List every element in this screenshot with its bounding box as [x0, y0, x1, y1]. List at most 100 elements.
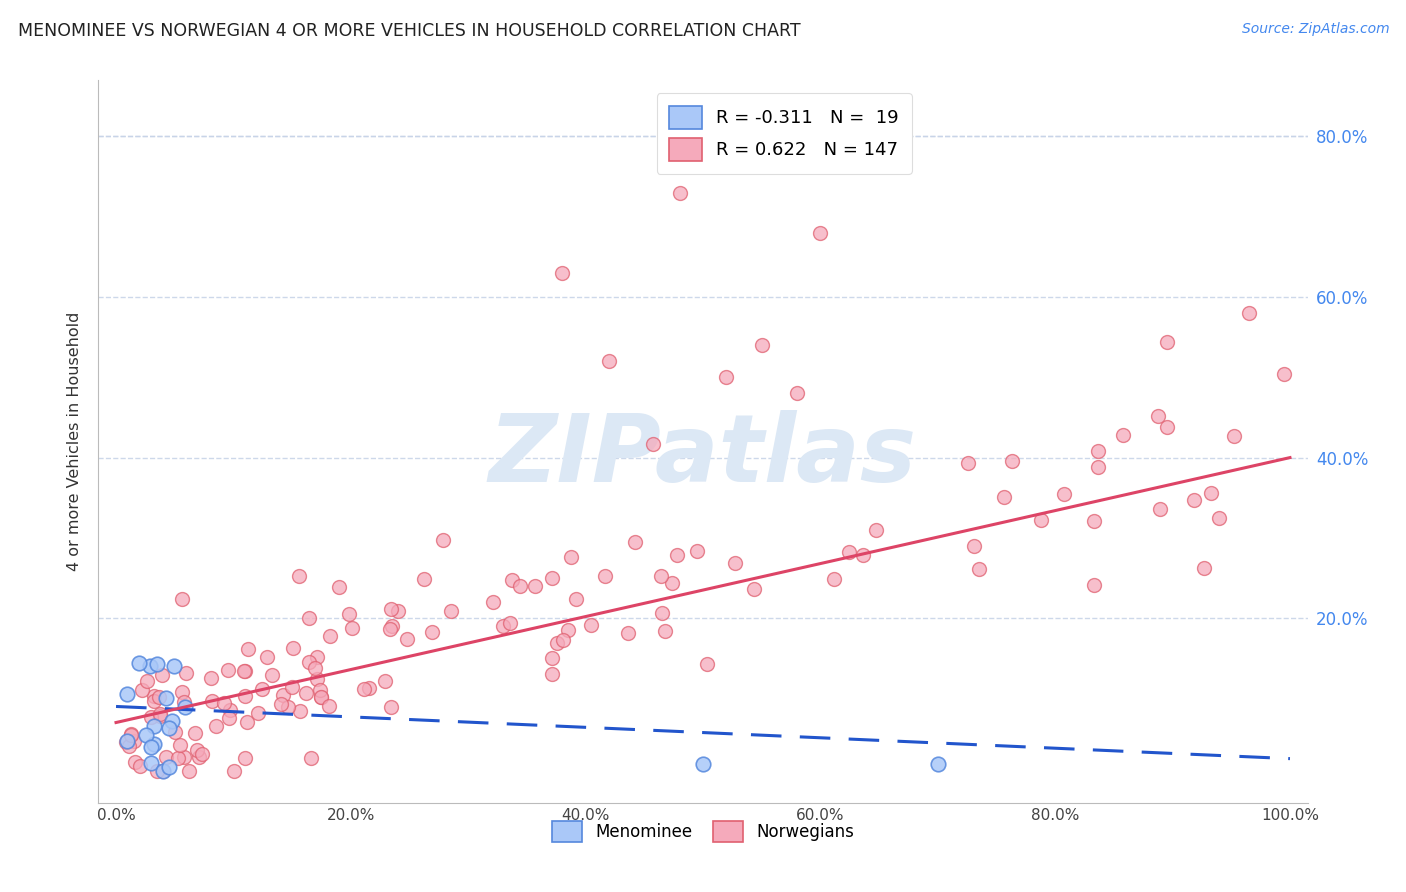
Point	[541, 667, 564, 681]
Point	[482, 595, 505, 609]
Point	[1208, 511, 1230, 525]
Point	[152, 764, 174, 778]
Point	[1087, 444, 1109, 458]
Point	[149, 707, 172, 722]
Point	[131, 682, 153, 697]
Point	[1192, 561, 1215, 575]
Point	[304, 661, 326, 675]
Point	[509, 579, 531, 593]
Point	[235, 750, 257, 764]
Point	[139, 710, 162, 724]
Point	[256, 650, 278, 665]
Point	[560, 549, 582, 564]
Point	[927, 757, 949, 772]
Point	[281, 680, 304, 694]
Point	[224, 764, 246, 778]
Point	[309, 683, 332, 698]
Point	[1149, 502, 1171, 516]
Point	[1031, 512, 1053, 526]
Point	[651, 607, 673, 621]
Point	[184, 725, 207, 739]
Point	[380, 699, 402, 714]
Point	[170, 591, 193, 606]
Point	[1156, 335, 1178, 350]
Point	[141, 739, 163, 754]
Point	[143, 719, 166, 733]
Point	[823, 572, 845, 586]
Point	[155, 691, 177, 706]
Point	[650, 569, 672, 583]
Point	[277, 700, 299, 714]
Point	[142, 689, 165, 703]
Point	[337, 607, 360, 622]
Point	[551, 266, 574, 280]
Point	[641, 437, 664, 451]
Point	[598, 354, 620, 368]
Point	[122, 734, 145, 748]
Point	[217, 664, 239, 678]
Point	[298, 611, 321, 625]
Point	[174, 699, 197, 714]
Point	[432, 533, 454, 547]
Point	[565, 591, 588, 606]
Point	[374, 673, 396, 688]
Point	[420, 624, 443, 639]
Point	[294, 686, 316, 700]
Point	[541, 571, 564, 585]
Point	[617, 626, 640, 640]
Point	[288, 568, 311, 582]
Point	[557, 623, 579, 637]
Point	[1087, 460, 1109, 475]
Point	[654, 624, 676, 639]
Point	[143, 738, 166, 752]
Point	[173, 750, 195, 764]
Point	[163, 659, 186, 673]
Point	[252, 682, 274, 697]
Point	[166, 750, 188, 764]
Point	[328, 580, 350, 594]
Point	[380, 601, 402, 615]
Point	[270, 697, 292, 711]
Point	[173, 695, 195, 709]
Point	[157, 721, 180, 735]
Point	[668, 186, 690, 200]
Point	[139, 659, 162, 673]
Point	[553, 632, 575, 647]
Point	[148, 709, 170, 723]
Point	[115, 735, 138, 749]
Point	[1199, 485, 1222, 500]
Point	[1223, 429, 1246, 443]
Y-axis label: 4 or more Vehicles in Household: 4 or more Vehicles in Household	[67, 312, 83, 571]
Point	[546, 636, 568, 650]
Point	[838, 545, 860, 559]
Point	[1111, 428, 1133, 442]
Point	[146, 764, 169, 778]
Point	[218, 703, 240, 717]
Point	[413, 572, 436, 586]
Point	[318, 699, 340, 714]
Point	[120, 727, 142, 741]
Point	[174, 666, 197, 681]
Point	[307, 672, 329, 686]
Point	[1147, 409, 1170, 424]
Point	[1272, 367, 1295, 381]
Point	[115, 733, 138, 747]
Point	[501, 573, 523, 587]
Point	[201, 694, 224, 708]
Point	[165, 724, 187, 739]
Point	[387, 604, 409, 618]
Point	[963, 539, 986, 553]
Point	[1237, 306, 1260, 320]
Point	[1083, 515, 1105, 529]
Point	[541, 651, 564, 665]
Point	[298, 655, 321, 669]
Point	[696, 657, 718, 671]
Point	[751, 338, 773, 352]
Point	[288, 704, 311, 718]
Point	[967, 561, 990, 575]
Point	[128, 656, 150, 670]
Point	[204, 719, 226, 733]
Point	[309, 690, 332, 704]
Point	[170, 685, 193, 699]
Point	[187, 749, 209, 764]
